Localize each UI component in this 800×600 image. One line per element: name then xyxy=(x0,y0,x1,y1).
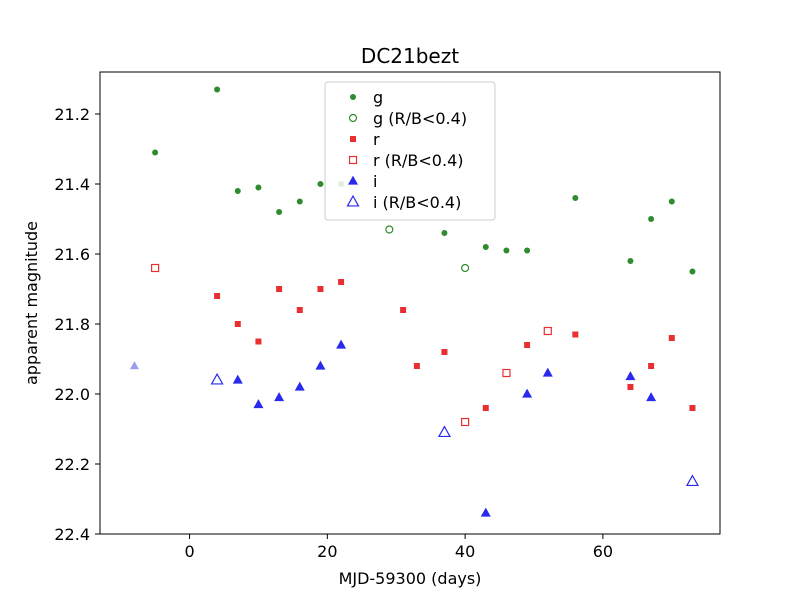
legend: g g (R/B<0.4) r r (R/B<0.4) i i (R/B<0.4) xyxy=(324,81,496,221)
x-tick-label: 20 xyxy=(317,542,337,561)
data-point-r xyxy=(627,384,634,390)
data-point-r xyxy=(482,405,489,411)
legend-marker xyxy=(350,136,356,142)
x-tick-label: 0 xyxy=(184,542,194,561)
data-point-g xyxy=(689,268,696,275)
legend-marker xyxy=(348,175,358,185)
data-point-i xyxy=(315,360,326,370)
data-point-r xyxy=(648,363,655,369)
data-point-r xyxy=(214,293,221,299)
data-point-r xyxy=(338,279,345,285)
data-point-g xyxy=(627,258,634,264)
y-tick-label: 22.4 xyxy=(54,525,90,544)
legend-entry-label: g (R/B<0.4) xyxy=(373,109,467,128)
y-tick-label: 21.8 xyxy=(54,315,90,334)
data-point-i xyxy=(294,381,305,391)
data-point-r xyxy=(234,321,241,327)
legend-entry-label: i xyxy=(373,172,377,191)
data-point-r xyxy=(668,335,675,341)
legend-marker xyxy=(348,155,358,165)
data-point-unlabeled xyxy=(129,361,139,370)
data-point-g xyxy=(317,181,324,187)
data-point-i xyxy=(646,392,657,402)
chart-title: DC21bezt xyxy=(361,44,459,68)
legend-entry-label: r xyxy=(373,130,380,149)
x-axis-label: MJD-59300 (days) xyxy=(339,569,482,588)
x-tick-label: 40 xyxy=(455,542,475,561)
data-point-r xyxy=(255,338,262,345)
y-tick-label: 21.2 xyxy=(54,105,90,124)
y-tick-label: 22.0 xyxy=(54,385,90,404)
data-point-g xyxy=(482,244,489,250)
data-point-r xyxy=(441,349,448,355)
data-point-r xyxy=(689,405,696,411)
data-point-i xyxy=(480,507,491,517)
data-point-r xyxy=(524,342,531,348)
data-point-r xyxy=(413,363,420,369)
data-point-g xyxy=(648,216,655,222)
legend-entry-label: r (R/B<0.4) xyxy=(373,151,463,170)
data-point-g xyxy=(668,198,675,205)
data-point-r xyxy=(317,286,324,292)
data-point-r-r-b-0-4 xyxy=(461,417,470,427)
data-point-g xyxy=(214,86,221,93)
data-point-i xyxy=(274,392,285,402)
data-point-r xyxy=(276,286,283,292)
data-point-g xyxy=(441,230,448,236)
data-point-r-r-b-0-4 xyxy=(543,326,552,336)
data-point-r-r-b-0-4 xyxy=(151,263,160,273)
data-point-r xyxy=(572,331,579,338)
data-point-r-r-b-0-4 xyxy=(502,368,511,378)
data-point-i xyxy=(522,388,533,398)
y-tick-label: 21.4 xyxy=(54,175,90,194)
data-point-i xyxy=(336,339,347,349)
data-point-i-r-b-0-4 xyxy=(685,474,699,487)
data-point-g xyxy=(503,247,510,254)
legend-entry-label: g xyxy=(373,88,383,107)
data-point-g xyxy=(276,209,283,215)
y-tick-label: 21.6 xyxy=(54,245,90,264)
data-point-i xyxy=(625,371,636,381)
y-axis-label: apparent magnitude xyxy=(22,221,41,385)
data-point-g xyxy=(234,188,241,194)
data-point-g xyxy=(152,149,159,156)
data-point-i xyxy=(253,399,264,409)
legend-marker xyxy=(350,94,356,100)
data-point-i xyxy=(542,367,553,377)
data-point-i-r-b-0-4 xyxy=(210,372,224,385)
legend-box xyxy=(324,81,496,221)
data-point-i-r-b-0-4 xyxy=(437,425,451,438)
y-axis: 21.2 21.4 21.6 21.8 22.0 22.2 22.4 xyxy=(54,105,100,544)
data-point-g-r-b-0-4 xyxy=(385,225,394,234)
x-axis: 0 20 40 60 xyxy=(184,534,613,561)
y-tick-label: 22.2 xyxy=(54,455,90,474)
plot-area-frame xyxy=(99,71,721,535)
legend-marker xyxy=(346,194,360,207)
data-point-i xyxy=(232,374,243,384)
legend-marker xyxy=(348,113,358,123)
data-point-g-r-b-0-4 xyxy=(461,263,470,273)
data-point-g xyxy=(255,184,262,191)
data-point-r xyxy=(296,307,303,313)
data-point-r xyxy=(400,307,407,313)
legend-entry-label: i (R/B<0.4) xyxy=(373,193,461,212)
data-point-g xyxy=(572,195,579,201)
data-point-g xyxy=(296,198,303,205)
data-point-g xyxy=(524,247,531,254)
x-tick-label: 60 xyxy=(593,542,613,561)
